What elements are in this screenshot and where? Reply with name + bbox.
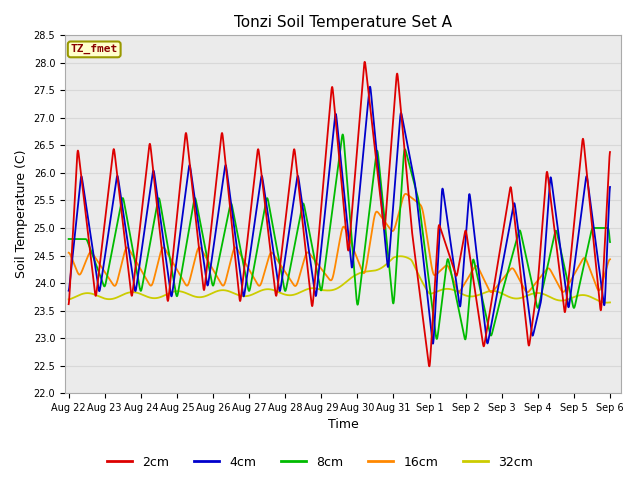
2cm	[361, 59, 369, 65]
32cm	[65, 297, 72, 302]
Line: 8cm: 8cm	[68, 134, 610, 339]
2cm	[159, 253, 166, 259]
16cm	[65, 250, 72, 255]
2cm	[296, 193, 303, 199]
32cm	[397, 253, 404, 259]
8cm	[296, 216, 303, 222]
Legend: 2cm, 4cm, 8cm, 16cm, 32cm: 2cm, 4cm, 8cm, 16cm, 32cm	[102, 451, 538, 474]
32cm	[606, 300, 614, 305]
4cm	[159, 231, 166, 237]
8cm	[339, 132, 346, 137]
2cm	[426, 363, 433, 369]
32cm	[538, 290, 545, 296]
4cm	[596, 271, 604, 276]
Y-axis label: Soil Temperature (C): Soil Temperature (C)	[15, 150, 28, 278]
8cm	[127, 234, 134, 240]
8cm	[596, 225, 604, 231]
8cm	[273, 242, 280, 248]
4cm	[65, 288, 72, 294]
2cm	[127, 285, 134, 290]
16cm	[159, 245, 166, 251]
16cm	[127, 249, 134, 254]
4cm	[273, 267, 280, 273]
Title: Tonzi Soil Temperature Set A: Tonzi Soil Temperature Set A	[234, 15, 452, 30]
32cm	[159, 293, 166, 299]
16cm	[538, 273, 545, 278]
8cm	[461, 336, 469, 342]
2cm	[65, 301, 72, 307]
4cm	[538, 295, 545, 300]
Line: 16cm: 16cm	[68, 194, 610, 292]
4cm	[127, 257, 134, 263]
8cm	[606, 239, 614, 245]
Line: 2cm: 2cm	[68, 62, 610, 366]
2cm	[538, 234, 545, 240]
2cm	[606, 149, 614, 155]
Line: 32cm: 32cm	[68, 256, 610, 303]
32cm	[603, 300, 611, 306]
Line: 4cm: 4cm	[68, 87, 610, 344]
16cm	[596, 287, 604, 293]
32cm	[127, 289, 134, 295]
2cm	[596, 300, 604, 306]
X-axis label: Time: Time	[328, 419, 358, 432]
8cm	[538, 291, 545, 297]
8cm	[159, 213, 166, 219]
8cm	[65, 236, 72, 242]
2cm	[273, 293, 280, 299]
4cm	[429, 341, 436, 347]
32cm	[273, 288, 280, 294]
4cm	[366, 84, 374, 90]
16cm	[524, 289, 531, 295]
32cm	[596, 298, 604, 304]
16cm	[606, 256, 614, 262]
32cm	[296, 289, 303, 295]
4cm	[606, 184, 614, 190]
16cm	[296, 273, 303, 278]
Text: TZ_fmet: TZ_fmet	[70, 44, 118, 55]
16cm	[402, 191, 410, 197]
4cm	[296, 183, 303, 189]
16cm	[273, 255, 280, 261]
